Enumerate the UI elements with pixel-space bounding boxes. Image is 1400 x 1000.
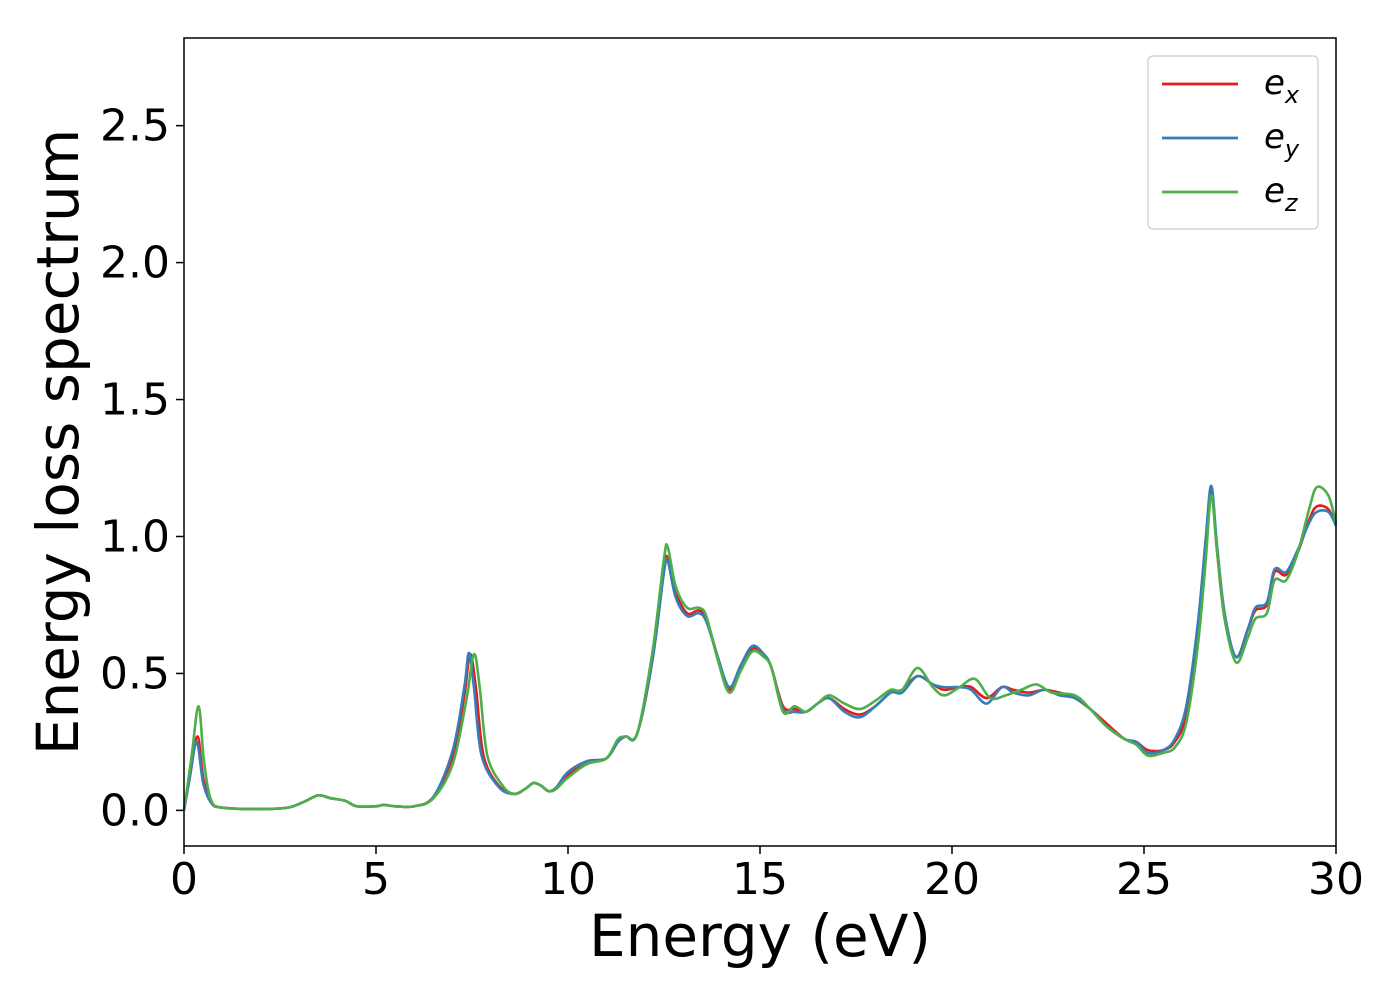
x-tick-label: 25 xyxy=(1116,854,1172,905)
x-tick-label: 15 xyxy=(732,854,788,905)
y-tick-label: 0.5 xyxy=(100,648,170,699)
y-tick-label: 1.0 xyxy=(100,511,170,562)
x-tick-label: 0 xyxy=(170,854,198,905)
y-tick-label: 0.0 xyxy=(100,785,170,836)
legend-box xyxy=(1147,55,1319,230)
y-tick-label: 2.0 xyxy=(100,238,170,289)
x-axis-ticks: 0 5 10 15 20 25 30 xyxy=(170,846,1364,905)
series-line-z xyxy=(182,485,1338,811)
y-axis-title: Energy loss spectrum xyxy=(24,129,92,755)
series-layer xyxy=(182,484,1338,811)
y-axis-ticks: 0.0 0.5 1.0 1.5 2.0 2.5 xyxy=(100,101,184,836)
x-tick-label: 30 xyxy=(1308,854,1364,905)
plot-area xyxy=(184,38,1336,846)
x-tick-label: 10 xyxy=(540,854,596,905)
x-tick-label: 20 xyxy=(924,854,980,905)
x-axis-title: Energy (eV) xyxy=(589,902,931,970)
x-tick-label: 5 xyxy=(362,854,390,905)
y-tick-label: 1.5 xyxy=(100,375,170,426)
y-tick-label: 2.5 xyxy=(100,101,170,152)
